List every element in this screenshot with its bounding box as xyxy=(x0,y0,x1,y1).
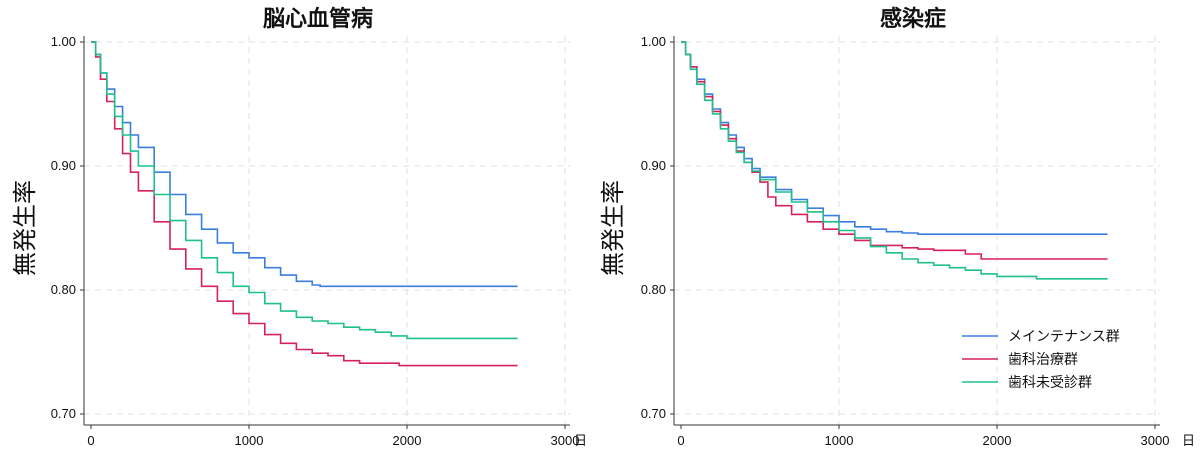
chart-title: 脳心血管病 xyxy=(263,6,373,32)
series-line-2 xyxy=(681,41,1108,260)
series-line-2 xyxy=(91,41,518,367)
x-tick-label: 2000 xyxy=(983,433,1012,448)
y-tick-label: 0.90 xyxy=(51,158,76,173)
y-tick-label: 0.70 xyxy=(51,406,76,421)
series-line-3 xyxy=(681,41,1108,280)
y-axis-label: 無発生率 xyxy=(11,180,39,276)
legend-label: 歯科治療群 xyxy=(1008,351,1078,368)
y-tick-label: 1.00 xyxy=(51,34,76,49)
x-tick-label: 0 xyxy=(87,433,94,448)
series-line-3 xyxy=(91,41,518,340)
series-line-1 xyxy=(681,41,1108,235)
x-axis-unit: 日 xyxy=(574,434,587,449)
x-tick-label: 3000 xyxy=(551,433,580,448)
y-tick-label: 0.90 xyxy=(641,158,666,173)
y-axis-label: 無発生率 xyxy=(599,180,627,276)
y-tick-label: 0.80 xyxy=(51,282,76,297)
x-tick-label: 3000 xyxy=(1141,433,1170,448)
x-tick-label: 1000 xyxy=(825,433,854,448)
chart-panel-infection: 感染症 1.00 0.90 0.80 0.70 0 1000 2000 3000 日 無発生率メイン… xyxy=(599,6,1195,449)
legend-label: メインテナンス群 xyxy=(1008,329,1120,345)
x-tick-label: 0 xyxy=(677,433,684,448)
y-tick-label: 1.00 xyxy=(641,34,666,49)
x-axis-unit: 日 xyxy=(1182,434,1195,449)
series-line-1 xyxy=(91,41,518,288)
y-tick-label: 0.80 xyxy=(641,282,666,297)
y-tick-label: 0.70 xyxy=(641,406,666,421)
x-tick-label: 2000 xyxy=(393,433,422,448)
x-tick-label: 1000 xyxy=(235,433,264,448)
legend-label: 歯科未受診群 xyxy=(1008,375,1092,391)
chart-title: 感染症 xyxy=(880,6,946,32)
